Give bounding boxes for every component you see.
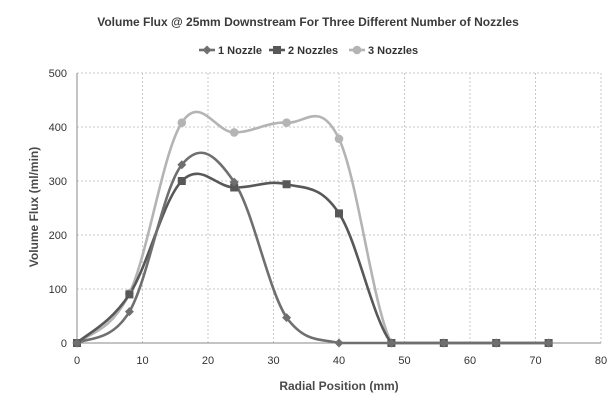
y-tick-label-300: 300 [49, 176, 67, 188]
y-tick-label-500: 500 [49, 68, 67, 80]
grid [77, 72, 602, 343]
x-axis-label: Radial Position (mm) [279, 379, 398, 393]
x-tick-label-60: 60 [464, 355, 476, 367]
legend-marker-3-nozzles [352, 45, 362, 55]
data-point-1-nozzle-9 [544, 338, 554, 348]
x-tick-label-40: 40 [333, 355, 345, 367]
legend-item-1-nozzle: 1 Nozzle [199, 45, 262, 57]
y-tick-label-0: 0 [61, 338, 67, 350]
legend-label-2-nozzles: 2 Nozzles [288, 45, 338, 57]
y-axis-ticks: 0 100 200 300 400 500 [49, 68, 67, 350]
y-axis-label: Volume Flux (ml/min) [27, 147, 41, 267]
legend-item-3-nozzles: 3 Nozzles [349, 45, 418, 57]
x-tick-label-80: 80 [595, 355, 607, 367]
data-point-3-nozzles-4 [282, 118, 291, 127]
x-tick-label-20: 20 [202, 355, 214, 367]
data-point-1-nozzle-5 [334, 338, 344, 348]
data-point-1-nozzle-1 [124, 307, 134, 317]
y-tick-label-100: 100 [49, 284, 67, 296]
x-tick-label-0: 0 [74, 355, 80, 367]
series-markers [72, 118, 554, 348]
x-tick-label-70: 70 [529, 355, 541, 367]
legend-item-2-nozzles: 2 Nozzles [269, 45, 338, 57]
data-point-1-nozzle-0 [72, 338, 82, 348]
data-point-1-nozzle-2 [177, 160, 187, 170]
data-point-3-nozzles-2 [177, 118, 187, 127]
chart-title: Volume Flux @ 25mm Downstream For Three … [97, 15, 519, 29]
data-point-2-nozzles-1 [125, 290, 134, 299]
data-point-2-nozzles-3 [230, 183, 239, 192]
y-tick-label-200: 200 [49, 230, 67, 242]
data-point-2-nozzles-5 [335, 209, 343, 218]
x-tick-label-50: 50 [398, 355, 410, 367]
data-point-3-nozzles-5 [334, 134, 344, 144]
legend-marker-2-nozzles [273, 46, 281, 54]
legend-label-3-nozzles: 3 Nozzles [368, 45, 418, 57]
data-point-1-nozzle-6 [386, 338, 396, 348]
data-point-1-nozzle-3 [229, 177, 239, 187]
data-point-2-nozzles-4 [282, 180, 291, 189]
legend-label-1-nozzle: 1 Nozzle [218, 45, 262, 57]
data-point-2-nozzles-2 [177, 177, 186, 185]
data-point-1-nozzle-7 [439, 338, 449, 348]
data-point-1-nozzle-8 [491, 338, 501, 348]
x-tick-label-10: 10 [136, 355, 148, 367]
legend: 1 Nozzle 2 Nozzles 3 Nozzles [199, 45, 418, 57]
x-axis-ticks: 0 10 20 30 40 50 60 70 80 [74, 355, 607, 367]
x-tick-label-30: 30 [267, 355, 279, 367]
y-tick-label-400: 400 [49, 122, 67, 134]
data-point-3-nozzles-3 [229, 128, 239, 137]
data-point-1-nozzle-4 [282, 313, 292, 323]
legend-marker-1-nozzle [202, 45, 212, 55]
